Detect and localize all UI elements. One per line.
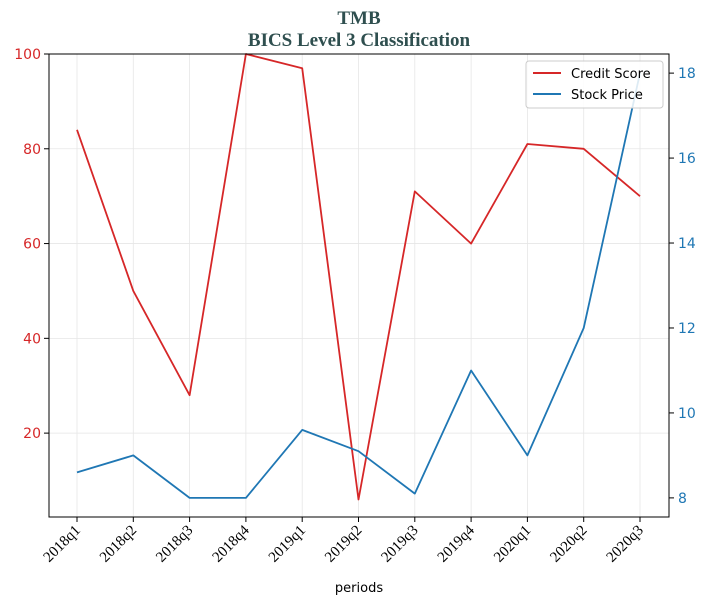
grid	[49, 53, 669, 517]
legend: Credit Score Stock Price	[525, 60, 664, 109]
right-axis: 8 10 12 14 16 18	[669, 66, 696, 507]
right-axis-tick-label: 18	[678, 66, 696, 82]
chart-subtitle: BICS Level 3 Classification	[248, 30, 471, 51]
left-axis-tick-label: 40	[23, 331, 41, 347]
x-axis-label: periods	[335, 581, 383, 596]
left-axis-tick-label: 20	[23, 426, 41, 442]
right-axis-tick-label: 10	[678, 406, 696, 422]
right-axis-tick-label: 8	[678, 491, 687, 507]
left-axis: 20 40 60 80 100	[14, 47, 49, 442]
left-axis-tick-label: 80	[23, 142, 41, 158]
right-axis-tick-label: 16	[678, 151, 696, 167]
series-line-credit-score	[76, 53, 641, 501]
legend-label-credit-score: Credit Score	[571, 67, 651, 82]
left-axis-tick-label: 60	[23, 237, 41, 253]
legend-label-stock-price: Stock Price	[571, 88, 643, 103]
left-axis-tick-label: 100	[14, 47, 41, 63]
series-lines	[76, 53, 641, 501]
chart-title: TMB	[337, 8, 381, 29]
right-axis-tick-label: 14	[678, 236, 696, 252]
right-axis-tick-label: 12	[678, 321, 696, 337]
series-line-stock-price	[76, 72, 641, 499]
